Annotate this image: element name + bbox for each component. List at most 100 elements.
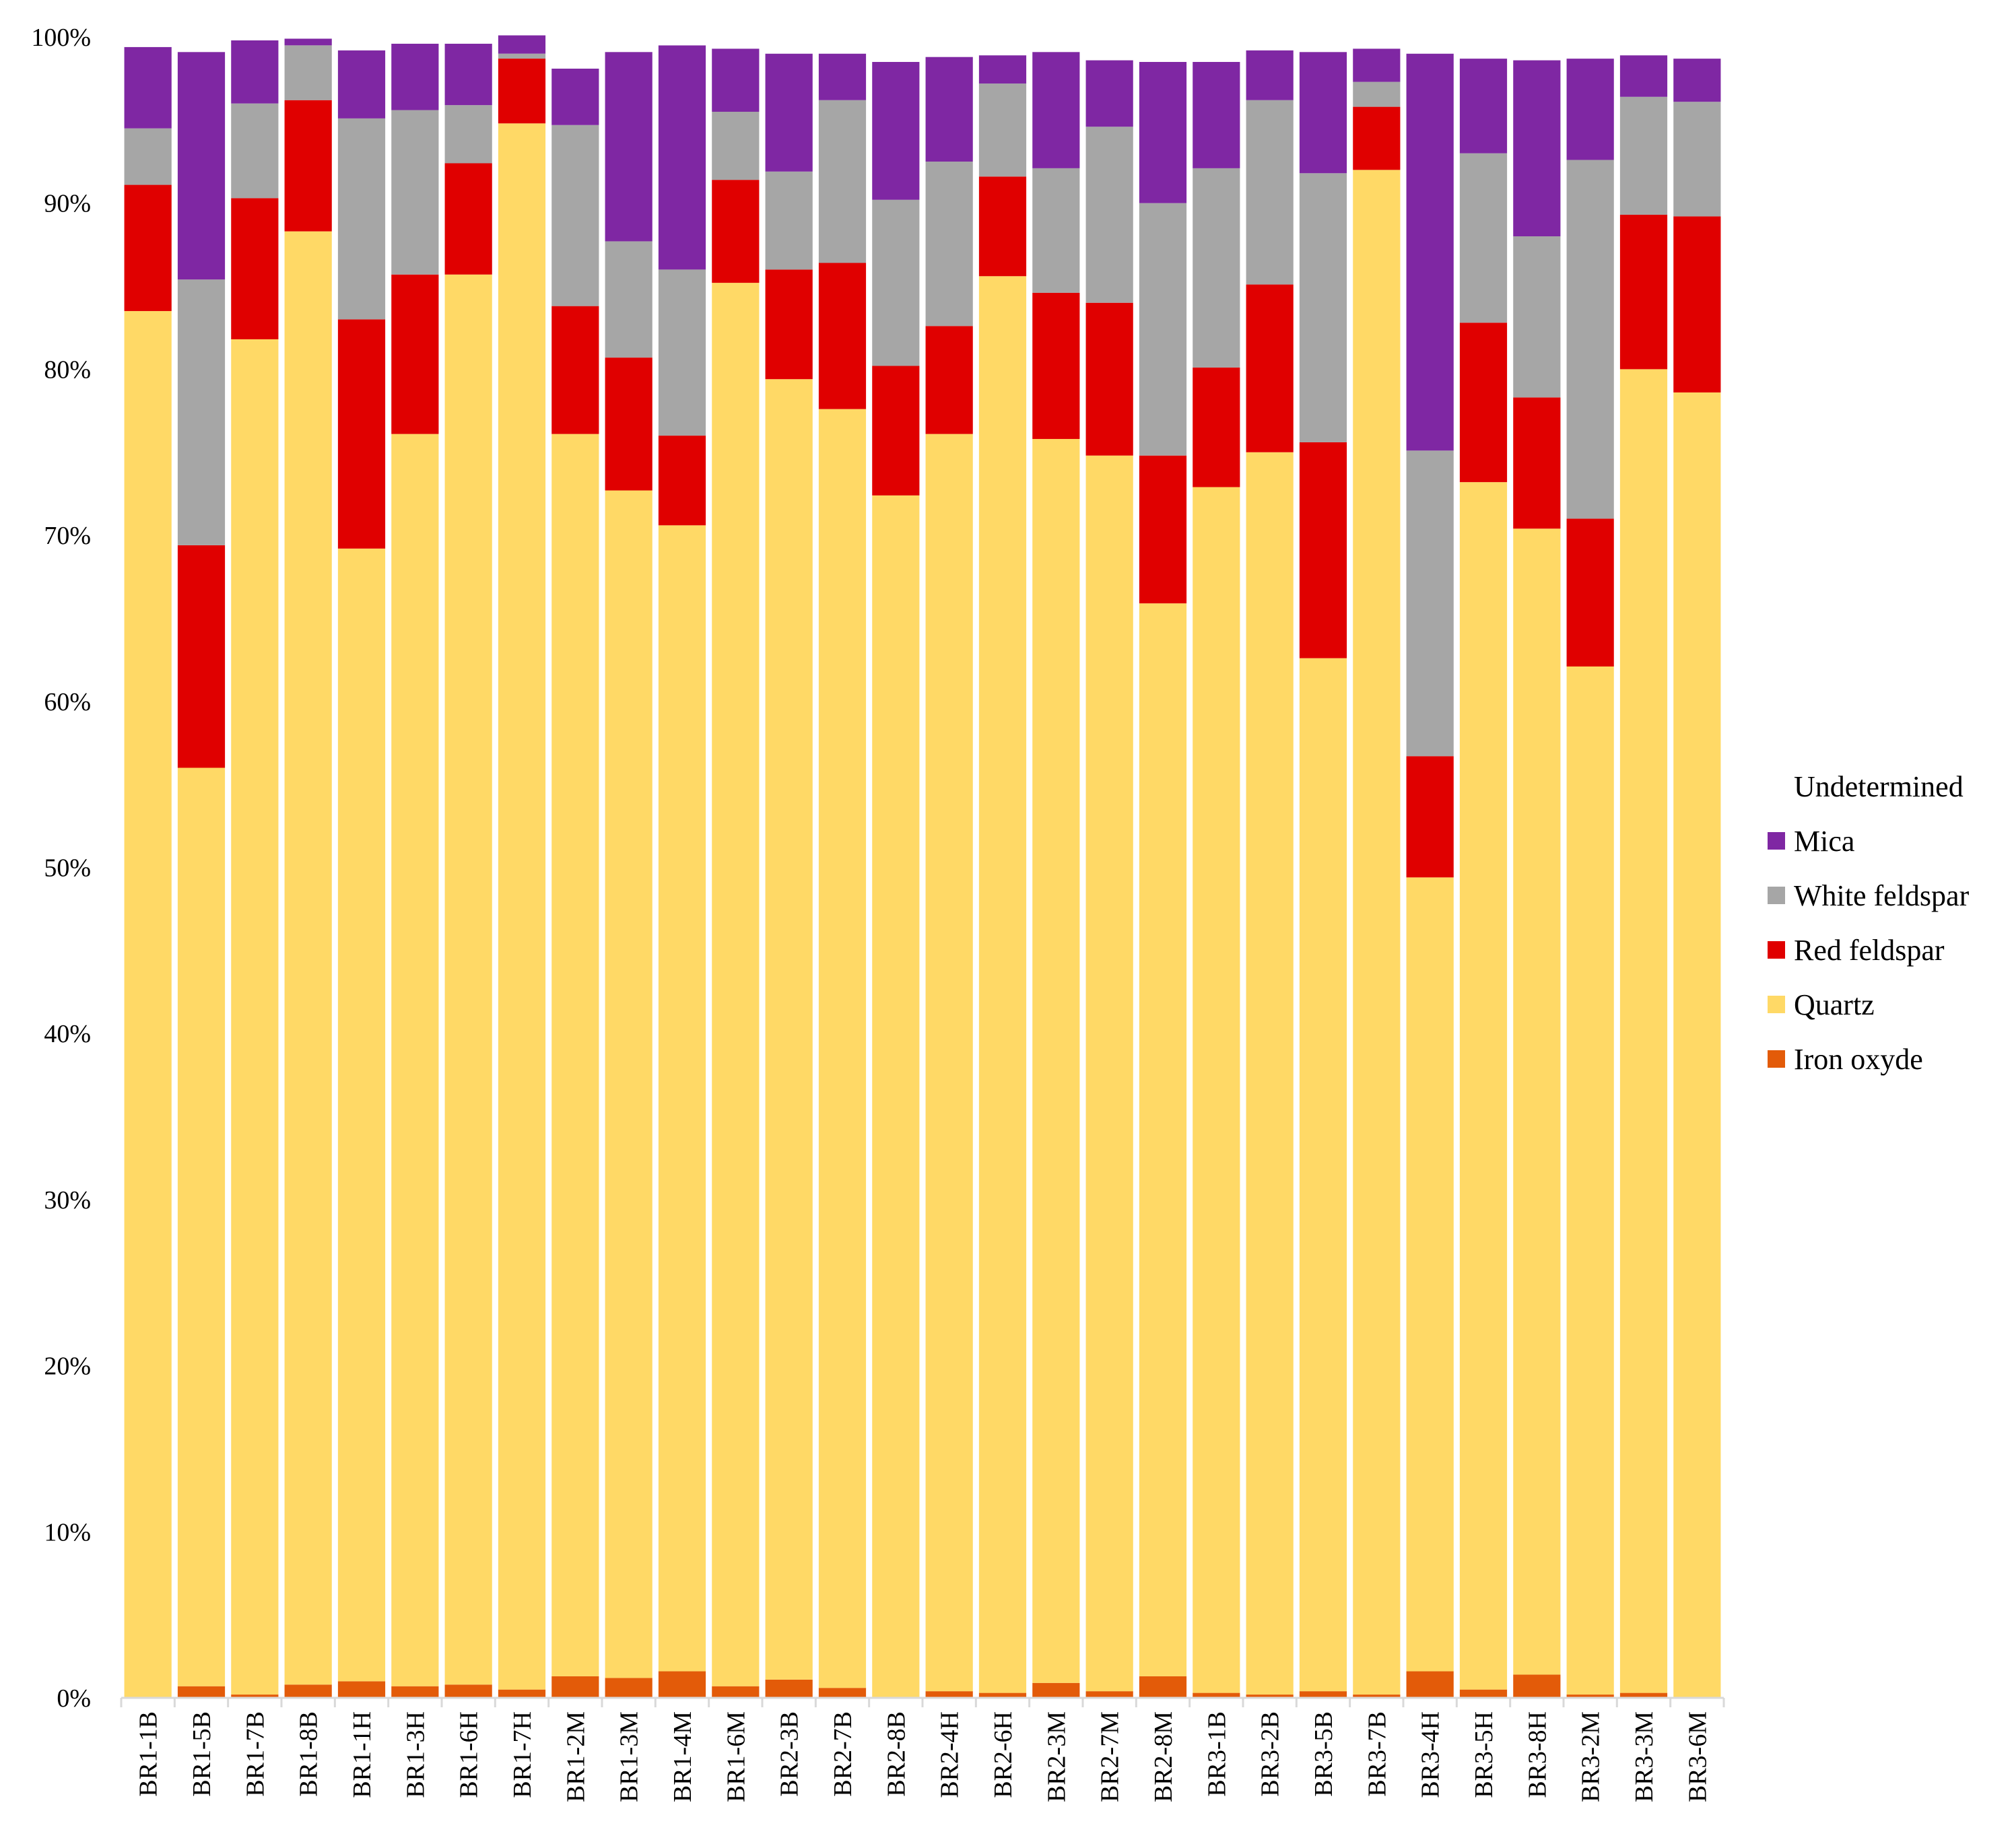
bar-segment-undetermined xyxy=(925,35,973,57)
bar-segment-iron-oxyde xyxy=(925,1691,973,1698)
y-tick-label: 50% xyxy=(44,854,91,883)
bar-segment-mica xyxy=(177,52,226,280)
x-tick-label: BR1-1H xyxy=(348,1711,376,1798)
bar-segment-white-feldspar xyxy=(177,279,226,545)
legend-swatch xyxy=(1768,887,1785,904)
legend-swatch xyxy=(1768,832,1785,850)
bar-segment-undetermined xyxy=(177,37,226,53)
bar-segment-iron-oxyde xyxy=(1566,1695,1614,1698)
bar-segment-quartz xyxy=(1193,487,1240,1693)
bar-segment-undetermined xyxy=(1513,35,1561,61)
y-tick-label: 60% xyxy=(44,688,91,716)
bar-segment-red-feldspar xyxy=(177,545,226,768)
bar-segment-red-feldspar xyxy=(1032,292,1080,440)
bar-segment-red-feldspar xyxy=(551,306,599,434)
bar-segment-iron-oxyde xyxy=(658,1671,706,1698)
bar-segment-white-feldspar xyxy=(1513,236,1561,398)
bar-segment-undetermined xyxy=(1406,35,1454,54)
bar-segment-undetermined xyxy=(658,37,706,46)
bar-segment-red-feldspar xyxy=(1406,756,1454,878)
x-tick-label: BR3-8H xyxy=(1523,1711,1551,1798)
bar-segment-red-feldspar xyxy=(498,59,546,124)
bar-segment-red-feldspar xyxy=(872,366,920,495)
y-tick-label: 20% xyxy=(44,1353,91,1381)
bar-segment-white-feldspar xyxy=(1032,168,1080,293)
bar-segment-quartz xyxy=(1459,482,1508,1690)
bar-segment-white-feldspar xyxy=(498,53,546,59)
bar-segment-red-feldspar xyxy=(712,180,760,283)
bar-segment-undetermined xyxy=(1299,35,1347,53)
bar-segment-red-feldspar xyxy=(1459,322,1508,483)
x-tick-label: BR1-1B xyxy=(135,1711,163,1797)
bar-segment-red-feldspar xyxy=(1085,302,1133,456)
bar-segment-mica xyxy=(1619,55,1668,97)
y-tick-label: 100% xyxy=(31,24,91,52)
bar-segment-quartz xyxy=(1619,369,1668,1693)
bar-segment-undetermined xyxy=(818,35,867,54)
bar-segment-iron-oxyde xyxy=(712,1686,760,1698)
bar-segment-mica xyxy=(925,57,973,162)
bar-segment-mica xyxy=(658,45,706,270)
bar-segment-iron-oxyde xyxy=(1513,1674,1561,1698)
x-tick-label: BR2-8M xyxy=(1149,1711,1178,1802)
bar-segment-undetermined xyxy=(551,37,599,69)
bar-segment-white-feldspar xyxy=(925,162,973,327)
bar-segment-quartz xyxy=(1299,658,1347,1692)
bar-segment-undetermined xyxy=(765,35,813,54)
bar-segment-mica xyxy=(231,40,279,104)
x-tick-label: BR3-5H xyxy=(1470,1711,1498,1798)
x-tick-label: BR2-7B xyxy=(829,1711,857,1797)
bar-segment-quartz xyxy=(284,231,332,1685)
bar-segment-red-feldspar xyxy=(765,269,813,380)
bar-segment-white-feldspar xyxy=(1566,160,1614,519)
bar-segment-iron-oxyde xyxy=(177,1686,226,1698)
bar-segment-red-feldspar xyxy=(1193,367,1240,487)
bar-segment-mica xyxy=(1299,52,1347,174)
legend-label: Red feldspar xyxy=(1794,934,1945,967)
x-tick-label: BR3-3M xyxy=(1630,1711,1658,1802)
y-tick-label: 40% xyxy=(44,1020,91,1048)
bar-segment-quartz xyxy=(1085,455,1133,1692)
x-tick-label: BR2-3M xyxy=(1042,1711,1071,1802)
legend-label: Iron oxyde xyxy=(1794,1043,1923,1076)
bar-segment-mica xyxy=(1513,60,1561,237)
bar-segment-quartz xyxy=(177,767,226,1686)
bar-segment-white-feldspar xyxy=(1353,81,1401,107)
bar-segment-quartz xyxy=(551,434,599,1676)
bar-segment-quartz xyxy=(1673,392,1721,1699)
bar-segment-mica xyxy=(872,62,920,200)
bar-segment-red-feldspar xyxy=(444,163,492,275)
bar-segment-iron-oxyde xyxy=(978,1692,1027,1698)
legend-swatch xyxy=(1768,1050,1785,1068)
bar-segment-undetermined xyxy=(978,35,1027,56)
bar-segment-red-feldspar xyxy=(1139,455,1187,604)
bar-segment-undetermined xyxy=(872,35,920,62)
bar-segment-red-feldspar xyxy=(1353,106,1401,170)
bar-segment-undetermined xyxy=(391,37,439,44)
bar-segment-mica xyxy=(1459,59,1508,153)
bar-segment-iron-oxyde xyxy=(337,1681,386,1698)
bar-segment-undetermined xyxy=(444,37,492,44)
bar-segment-white-feldspar xyxy=(124,128,172,185)
x-tick-label: BR2-8B xyxy=(882,1711,910,1797)
x-tick-label: BR1-2M xyxy=(562,1711,590,1802)
bar-segment-mica xyxy=(818,53,867,100)
bar-segment-mica xyxy=(1193,62,1240,168)
bar-segment-iron-oxyde xyxy=(605,1678,652,1698)
bar-segment-red-feldspar xyxy=(658,436,706,526)
bar-segment-mica xyxy=(391,43,439,110)
bar-segment-mica xyxy=(124,46,172,129)
x-tick-label: BR1-4M xyxy=(669,1711,697,1802)
bar-segment-undetermined xyxy=(1139,35,1187,62)
bar-segment-quartz xyxy=(1513,528,1561,1675)
bar-segment-mica xyxy=(1139,62,1187,203)
bar-segment-red-feldspar xyxy=(925,326,973,434)
bar-segment-iron-oxyde xyxy=(444,1684,492,1698)
y-tick-label: 80% xyxy=(44,355,91,384)
bar-segment-white-feldspar xyxy=(231,103,279,199)
bar-segment-undetermined xyxy=(1459,35,1508,59)
bar-segment-quartz xyxy=(1032,439,1080,1683)
bar-segment-mica xyxy=(1353,48,1401,82)
y-tick-label: 10% xyxy=(44,1518,91,1546)
bar-segment-white-feldspar xyxy=(1459,153,1508,323)
